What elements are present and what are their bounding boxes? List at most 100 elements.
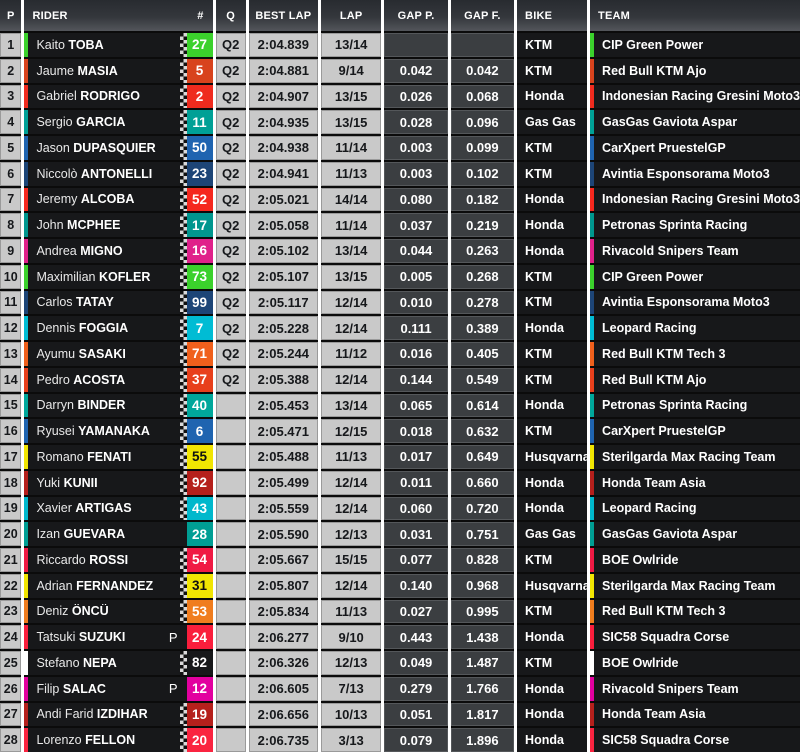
position-cell[interactable]: 24 — [0, 625, 22, 649]
gap-first-cell[interactable]: 0.389 — [450, 316, 515, 340]
rider-cell[interactable]: Niccolò ANTONELLI 23 — [24, 161, 213, 186]
gap-previous-cell[interactable]: 0.031 — [384, 522, 448, 546]
rider-cell[interactable]: Izan GUEVARA 28 — [24, 522, 213, 546]
position-cell[interactable]: 11 — [0, 290, 22, 315]
rider-cell[interactable]: Filip SALAC P 12 — [24, 676, 213, 701]
q-session-cell[interactable] — [215, 393, 246, 418]
bike-cell[interactable]: KTM — [517, 136, 588, 160]
lap-count-cell[interactable]: 13/14 — [320, 393, 382, 418]
q-session-cell[interactable] — [215, 419, 246, 443]
position-cell[interactable]: 25 — [0, 651, 22, 675]
gap-previous-cell[interactable]: 0.080 — [384, 187, 448, 212]
rider-cell[interactable]: Tatsuki SUZUKI P 24 — [24, 625, 213, 649]
position-cell[interactable]: 21 — [0, 548, 22, 572]
best-lap-cell[interactable]: 2:05.117 — [248, 290, 318, 315]
gap-first-cell[interactable]: 0.720 — [450, 496, 515, 521]
position-cell[interactable]: 9 — [0, 239, 22, 263]
bike-cell[interactable]: Honda — [517, 316, 588, 340]
lap-count-cell[interactable]: 11/14 — [320, 136, 382, 160]
best-lap-cell[interactable]: 2:04.941 — [248, 161, 318, 186]
q-session-cell[interactable]: Q2 — [215, 239, 246, 263]
best-lap-cell[interactable]: 2:05.388 — [248, 367, 318, 392]
team-cell[interactable]: Leopard Racing — [590, 316, 800, 340]
bike-cell[interactable]: KTM — [517, 264, 588, 289]
best-lap-cell[interactable]: 2:05.807 — [248, 573, 318, 598]
gap-previous-cell[interactable]: 0.060 — [384, 496, 448, 521]
lap-count-cell[interactable]: 14/14 — [320, 187, 382, 212]
bike-cell[interactable]: Honda — [517, 393, 588, 418]
gap-previous-cell[interactable]: 0.049 — [384, 651, 448, 675]
lap-count-cell[interactable]: 11/14 — [320, 213, 382, 237]
q-session-cell[interactable]: Q2 — [215, 187, 246, 212]
rider-cell[interactable]: Ryusei YAMANAKA 6 — [24, 419, 213, 443]
bike-cell[interactable]: Husqvarna — [517, 573, 590, 598]
team-cell[interactable]: Rivacold Snipers Team — [590, 676, 800, 701]
position-cell[interactable]: 15 — [0, 393, 22, 418]
rider-cell[interactable]: Romano FENATI 55 — [24, 445, 213, 469]
team-cell[interactable]: Petronas Sprinta Racing — [590, 213, 800, 237]
position-cell[interactable]: 12 — [0, 316, 22, 340]
bike-cell[interactable]: Husqvarna — [517, 445, 590, 469]
rider-cell[interactable]: Pedro ACOSTA 37 — [24, 367, 213, 392]
q-session-cell[interactable] — [215, 625, 246, 649]
best-lap-cell[interactable]: 2:05.559 — [248, 496, 318, 521]
team-cell[interactable]: CarXpert PruestelGP — [590, 419, 800, 443]
gap-previous-cell[interactable]: 0.079 — [384, 728, 448, 752]
bike-cell[interactable]: KTM — [517, 548, 588, 572]
gap-first-cell[interactable]: 0.632 — [450, 419, 515, 443]
gap-first-cell[interactable]: 0.968 — [450, 573, 515, 598]
bike-cell[interactable]: Honda — [517, 625, 588, 649]
gap-previous-cell[interactable]: 0.044 — [384, 239, 448, 263]
gap-previous-cell[interactable] — [384, 33, 448, 57]
bike-cell[interactable]: Gas Gas — [517, 110, 588, 134]
team-cell[interactable]: Avintia Esponsorama Moto3 — [590, 161, 800, 186]
q-session-cell[interactable] — [215, 445, 246, 469]
bike-cell[interactable]: KTM — [517, 33, 588, 57]
best-lap-cell[interactable]: 2:05.834 — [248, 599, 318, 624]
team-cell[interactable]: Petronas Sprinta Racing — [590, 393, 800, 418]
lap-count-cell[interactable]: 13/15 — [320, 264, 382, 289]
team-cell[interactable]: Indonesian Racing Gresini Moto3 — [590, 84, 800, 109]
team-cell[interactable]: Sterilgarda Max Racing Team — [590, 445, 800, 469]
lap-count-cell[interactable]: 13/15 — [320, 110, 382, 134]
gap-first-cell[interactable]: 0.995 — [450, 599, 515, 624]
q-session-cell[interactable] — [215, 548, 246, 572]
position-cell[interactable]: 19 — [0, 496, 22, 521]
team-cell[interactable]: GasGas Gaviota Aspar — [590, 522, 800, 546]
team-cell[interactable]: Red Bull KTM Ajo — [590, 58, 800, 83]
position-cell[interactable]: 4 — [0, 110, 22, 134]
rider-cell[interactable]: Riccardo ROSSI 54 — [24, 548, 213, 572]
lap-count-cell[interactable]: 12/14 — [320, 470, 382, 495]
team-cell[interactable]: CarXpert PruestelGP — [590, 136, 800, 160]
lap-count-cell[interactable]: 3/13 — [320, 728, 382, 752]
rider-cell[interactable]: Maximilian KOFLER 73 — [24, 264, 213, 289]
bike-cell[interactable]: Honda — [517, 84, 588, 109]
lap-count-cell[interactable]: 13/14 — [320, 239, 382, 263]
rider-cell[interactable]: Darryn BINDER 40 — [24, 393, 213, 418]
team-cell[interactable]: Red Bull KTM Tech 3 — [590, 599, 800, 624]
rider-cell[interactable]: Jason DUPASQUIER 50 — [24, 136, 213, 160]
gap-previous-cell[interactable]: 0.011 — [384, 470, 448, 495]
position-cell[interactable]: 2 — [0, 58, 22, 83]
team-cell[interactable]: GasGas Gaviota Aspar — [590, 110, 800, 134]
position-cell[interactable]: 28 — [0, 728, 22, 752]
best-lap-cell[interactable]: 2:05.021 — [248, 187, 318, 212]
gap-first-cell[interactable]: 0.268 — [450, 264, 515, 289]
position-cell[interactable]: 1 — [0, 33, 22, 57]
rider-cell[interactable]: Ayumu SASAKI 71 — [24, 342, 213, 366]
best-lap-cell[interactable]: 2:05.499 — [248, 470, 318, 495]
gap-previous-cell[interactable]: 0.077 — [384, 548, 448, 572]
gap-previous-cell[interactable]: 0.010 — [384, 290, 448, 315]
bike-cell[interactable]: KTM — [517, 419, 588, 443]
bike-cell[interactable]: KTM — [517, 367, 588, 392]
best-lap-cell[interactable]: 2:05.102 — [248, 239, 318, 263]
lap-count-cell[interactable]: 11/13 — [320, 445, 382, 469]
q-session-cell[interactable]: Q2 — [215, 367, 246, 392]
q-session-cell[interactable]: Q2 — [215, 84, 246, 109]
lap-count-cell[interactable]: 12/13 — [320, 651, 382, 675]
gap-first-cell[interactable]: 0.182 — [450, 187, 515, 212]
rider-cell[interactable]: Sergio GARCIA 11 — [24, 110, 213, 134]
gap-first-cell[interactable]: 1.817 — [450, 702, 515, 727]
best-lap-cell[interactable]: 2:05.244 — [248, 342, 318, 366]
team-cell[interactable]: SIC58 Squadra Corse — [590, 728, 800, 752]
